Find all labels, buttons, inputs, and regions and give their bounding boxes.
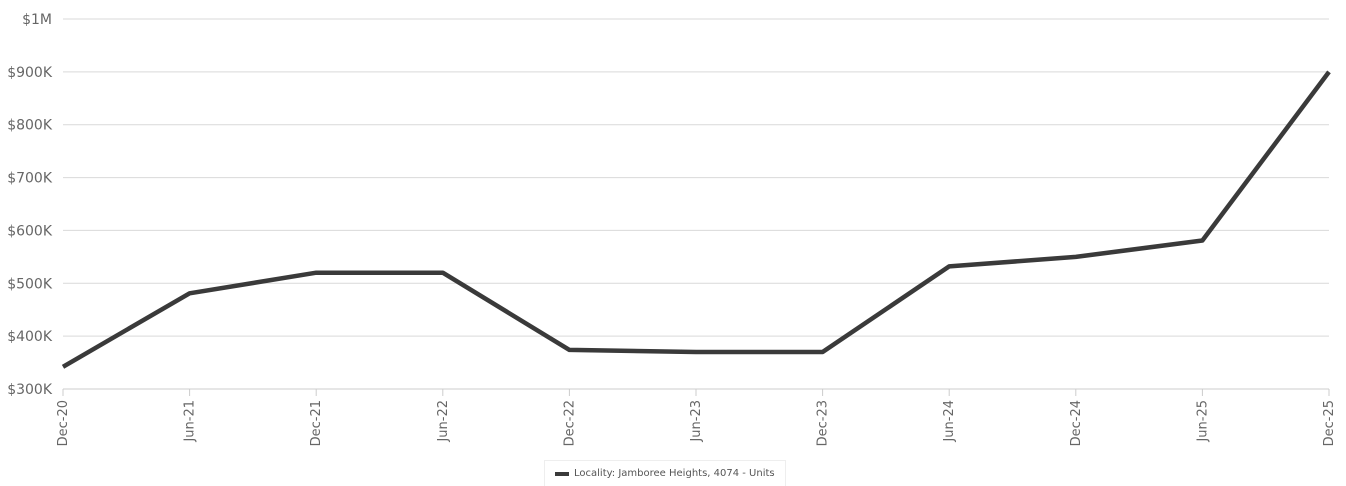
legend[interactable]: Locality: Jamboree Heights, 4074 - Units [544, 460, 786, 486]
y-tick-label: $300K [7, 382, 53, 398]
x-tick-label: Dec-21 [309, 400, 324, 446]
x-tick-label: Dec-25 [1322, 400, 1337, 446]
x-tick-label: Dec-23 [816, 400, 831, 446]
x-tick-label: Jun-22 [436, 400, 451, 443]
x-axis: Dec-20 Jun-21 Dec-21 Jun-22 Dec-22 Jun-23 Dec-… [56, 389, 1337, 446]
x-tick-label: Dec-22 [562, 400, 577, 446]
y-tick-label: $1M [22, 12, 52, 28]
x-tick-label: Jun-23 [689, 400, 704, 443]
y-tick-label: $900K [7, 65, 53, 81]
series-group [61, 70, 1331, 369]
y-tick-label: $700K [7, 171, 53, 187]
y-tick-label: $600K [7, 223, 53, 239]
y-tick-label: $500K [7, 276, 53, 292]
legend-swatch [555, 471, 569, 476]
x-tick-label: Jun-24 [942, 400, 957, 443]
gridlines [63, 18, 1329, 390]
x-tick-label: Jun-21 [183, 400, 198, 443]
x-tick-label: Dec-24 [1069, 400, 1084, 446]
series-line[interactable] [61, 70, 1331, 369]
legend-label: Locality: Jamboree Heights, 4074 - Units [574, 468, 775, 479]
y-tick-label: $800K [7, 118, 53, 134]
y-tick-label: $400K [7, 329, 53, 345]
x-tick-label: Jun-25 [1195, 400, 1210, 443]
x-tick-label: Dec-20 [56, 400, 71, 446]
y-axis: $300K $400K $500K $600K $700K $800K $900K $1M [7, 12, 53, 398]
